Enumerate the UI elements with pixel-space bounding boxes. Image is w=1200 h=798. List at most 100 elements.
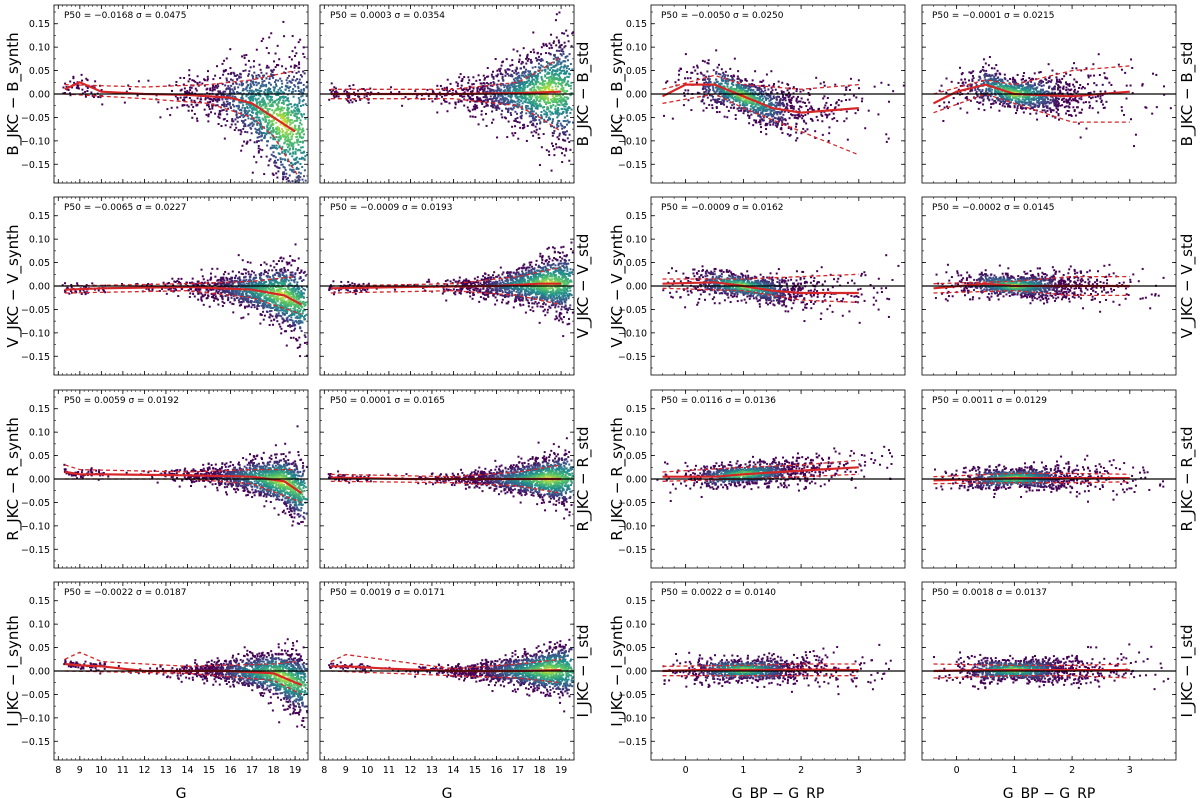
panel-v-g_std: P50 = −0.0009 σ = 0.0193: [319, 196, 575, 376]
median-curve: [662, 83, 859, 114]
y-tick-label: 0.15: [626, 19, 647, 30]
lower-percentile-curve: [64, 290, 302, 315]
y-axis-label: R_JKC − R_std: [574, 426, 593, 531]
lower-percentile-curve: [64, 478, 302, 504]
y-tick-label: −0.05: [21, 690, 50, 701]
stat-annotation: P50 = −0.0001 σ = 0.0215: [932, 11, 1055, 21]
lower-percentile-curve: [330, 670, 562, 684]
y-tick-label: −0.05: [618, 113, 647, 124]
panel-r-c_synth: −0.15 −0.10 −0.05 0.00 0.05 0.10 0.15 P50 = 0.0…: [618, 389, 906, 569]
panel-b-g_synth: −0.15 −0.10 −0.05 0.00 0.05 0.10 0.15 P50 = −0.…: [21, 4, 309, 184]
y-tick-label: −0.10: [21, 521, 50, 532]
y-tick-label: 0.05: [626, 643, 647, 654]
x-tick-label: 3: [856, 765, 862, 776]
y-axis-label: I_JKC − I_synth: [608, 615, 627, 726]
y-axis-label: B_JKC − B_synth: [608, 32, 627, 155]
y-axis-label: V_JKC − V_synth: [608, 224, 627, 347]
y-tick-label: 0.00: [29, 282, 50, 293]
y-tick-label: 0.05: [626, 66, 647, 77]
stat-annotation: P50 = −0.0065 σ = 0.0227: [64, 203, 187, 213]
stat-annotation: P50 = −0.0002 σ = 0.0145: [932, 203, 1055, 213]
y-axis-label: I_JKC − I_std: [574, 624, 593, 717]
x-tick-label: 12: [404, 765, 416, 776]
scatter-points: [656, 445, 893, 503]
y-tick-label: 0.10: [29, 428, 50, 439]
scatter-points: [327, 437, 574, 520]
x-tick-label: 2: [1069, 765, 1075, 776]
stat-annotation: P50 = 0.0001 σ = 0.0165: [330, 396, 445, 406]
panel-r-c_std: P50 = 0.0011 σ = 0.0129: [921, 389, 1177, 569]
panel-i-c_synth: −0.15 −0.10 −0.05 0.00 0.05 0.10 0.15 0 1 2 3 P50 =…: [618, 581, 906, 798]
y-tick-label: −0.05: [21, 305, 50, 316]
scatter-points: [328, 11, 574, 172]
panel-v-c_synth: −0.15 −0.10 −0.05 0.00 0.05 0.10 0.15 P50 = −0.…: [618, 196, 906, 376]
y-tick-label: −0.10: [618, 136, 647, 147]
median-curve: [64, 81, 296, 133]
upper-percentile-curve: [330, 653, 562, 670]
panel-b-c_synth: −0.15 −0.10 −0.05 0.00 0.05 0.10 0.15 P50 = −0.…: [618, 4, 906, 184]
scatter-points: [932, 643, 1170, 691]
x-tick-label: 2: [798, 765, 804, 776]
x-tick-label: 1: [740, 765, 746, 776]
lower-percentile-curve: [662, 93, 860, 156]
lower-percentile-curve: [64, 670, 302, 695]
x-tick-label: 8: [55, 765, 61, 776]
y-tick-label: 0.00: [29, 667, 50, 678]
x-tick-label: 0: [683, 765, 689, 776]
y-tick-label: −0.15: [618, 545, 647, 556]
upper-percentile-curve: [933, 65, 1130, 95]
y-tick-label: −0.15: [21, 352, 50, 363]
y-tick-label: −0.10: [618, 521, 647, 532]
y-tick-label: 0.10: [626, 43, 647, 54]
x-tick-label: 18: [268, 765, 280, 776]
y-tick-label: −0.10: [21, 136, 50, 147]
x-tick-label: 13: [426, 765, 438, 776]
y-tick-label: 0.15: [29, 404, 50, 415]
stat-annotation: P50 = 0.0011 σ = 0.0129: [932, 396, 1047, 406]
y-axis-label: B_JKC − B_std: [574, 42, 593, 147]
scatter-points: [328, 638, 574, 713]
scatter-points: [62, 20, 308, 183]
lower-percentile-curve: [330, 480, 562, 494]
y-tick-label: 0.00: [626, 475, 647, 486]
y-tick-label: 0.10: [29, 235, 50, 246]
x-tick-label: 11: [117, 765, 129, 776]
x-axis-label: G: [176, 786, 187, 798]
scatter-points: [662, 643, 892, 696]
y-tick-label: 0.10: [29, 43, 50, 54]
y-axis-label: R_JKC − R_std: [1178, 426, 1197, 531]
y-tick-label: 0.15: [626, 404, 647, 415]
upper-percentile-curve: [662, 74, 859, 90]
scatter-points: [328, 241, 574, 338]
stat-annotation: P50 = −0.0009 σ = 0.0162: [661, 203, 784, 213]
y-axis-label: B_JKC − B_synth: [4, 32, 23, 155]
y-axis-label: B_JKC − B_std: [1178, 42, 1197, 147]
panel-b-g_std: P50 = 0.0003 σ = 0.0354: [319, 4, 575, 184]
stat-annotation: P50 = 0.0018 σ = 0.0137: [932, 588, 1047, 598]
x-tick-label: 10: [95, 765, 107, 776]
y-axis-label: R_JKC − R_synth: [4, 417, 23, 540]
x-tick-label: 0: [954, 765, 960, 776]
x-tick-label: 11: [383, 765, 395, 776]
y-tick-label: −0.05: [21, 498, 50, 509]
scatter-points: [662, 49, 905, 156]
y-tick-label: −0.10: [618, 713, 647, 724]
scatter-points: [662, 254, 900, 324]
y-axis-label: V_JKC − V_synth: [4, 224, 23, 347]
stat-annotation: P50 = −0.0168 σ = 0.0475: [64, 11, 187, 21]
median-curve: [662, 466, 859, 478]
y-tick-label: 0.00: [29, 475, 50, 486]
x-tick-label: 19: [289, 765, 301, 776]
panel-i-c_std: 0 1 2 3 P50 = 0.0018 σ = 0.0137 G_BP − G_RP: [921, 581, 1177, 798]
lower-percentile-curve: [662, 287, 859, 304]
y-tick-label: −0.10: [21, 328, 50, 339]
y-tick-label: 0.00: [626, 282, 647, 293]
panel-i-g_std: 8 9 10 11 12 13 14 15 16 17 18 19 P50 = 0.0019 σ = 0…: [319, 581, 575, 798]
y-tick-label: 0.05: [29, 643, 50, 654]
upper-percentile-curve: [64, 464, 296, 473]
y-tick-label: −0.05: [618, 690, 647, 701]
panel-i-g_synth: −0.15 −0.10 −0.05 0.00 0.05 0.10 0.15 8 9 10 11 12 1…: [21, 581, 309, 798]
x-tick-label: 14: [447, 765, 459, 776]
x-axis-label: G_BP − G_RP: [1003, 786, 1096, 798]
scatter-points: [63, 638, 308, 729]
